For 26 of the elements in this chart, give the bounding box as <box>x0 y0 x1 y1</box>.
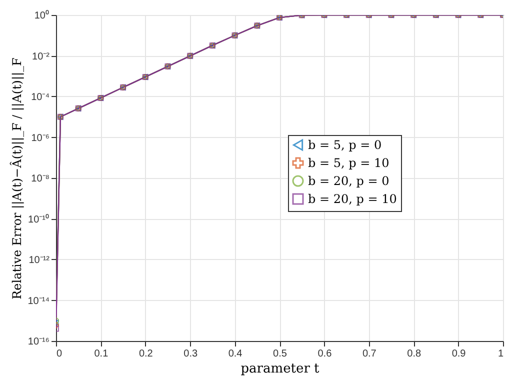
x-tick-label: 0.1 <box>94 348 109 360</box>
x-tick-label: 1 <box>498 348 504 360</box>
x-tick-label: 0 <box>56 348 62 360</box>
legend-label: b = 5, p = 0 <box>308 138 382 152</box>
y-tick-label: 10⁰ <box>34 10 50 22</box>
x-tick-label: 0.2 <box>138 348 154 360</box>
x-axis-title: parameter t <box>240 362 320 376</box>
y-tick-label: 10⁻¹⁰ <box>28 213 50 226</box>
y-axis-title: Relative Error ||A(t)−Â(t)||_F / ||A(t)||_F <box>8 58 24 300</box>
x-tick-label: 0.8 <box>407 348 422 360</box>
x-tick-label: 0.5 <box>273 348 288 360</box>
y-tick-label: 10⁻⁴ <box>31 92 50 103</box>
x-tick-label: 0.9 <box>452 348 466 360</box>
y-tick-label: 10⁻⁸ <box>31 174 50 184</box>
legend-label: b = 20, p = 0 <box>308 174 390 188</box>
y-tick-label: 10⁻¹⁴ <box>28 296 50 307</box>
x-tick-label: 0.7 <box>362 348 377 360</box>
legend-label: b = 5, p = 10 <box>308 156 390 170</box>
legend-label: b = 20, p = 10 <box>308 192 397 206</box>
x-tick-label: 0.6 <box>318 348 332 360</box>
y-tick-label: 10⁻⁶ <box>31 132 50 144</box>
y-tick-label: 10⁻² <box>32 51 50 62</box>
x-tick-label: 0.4 <box>228 348 243 360</box>
y-tick-label: 10⁻¹² <box>28 255 50 266</box>
y-tick-label: 10⁻¹⁶ <box>28 336 50 348</box>
x-tick-label: 0.3 <box>184 348 198 360</box>
